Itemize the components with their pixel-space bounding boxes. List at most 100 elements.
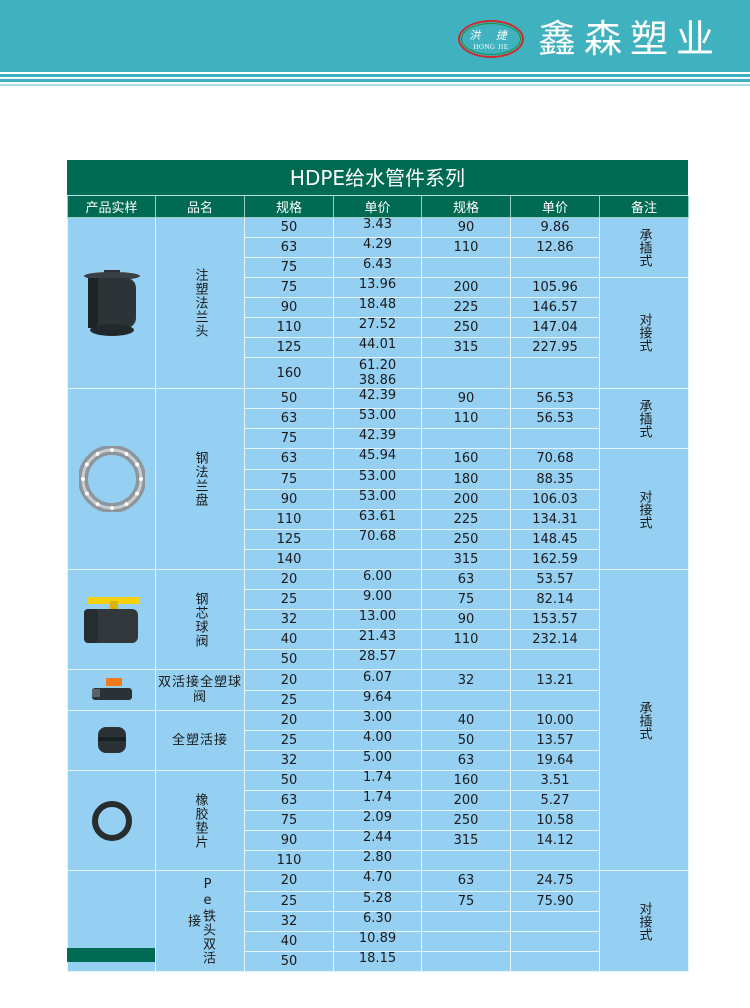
- price-table: HDPE给水管件系列 产品实样 品名 规格 单价 规格 单价 备注 注塑法兰头 50 3.43 9…: [67, 160, 689, 972]
- table-row: 75 42.39: [68, 428, 689, 450]
- size-left: 32: [244, 749, 334, 771]
- size-left: 50: [244, 950, 334, 972]
- size-right: 315: [421, 337, 511, 359]
- price-left: 6.00: [333, 568, 422, 591]
- brand-name: 鑫森塑业: [538, 17, 723, 61]
- table-row: 90 18.48 225 146.57: [68, 296, 689, 318]
- price-right: 10.00: [510, 709, 600, 731]
- product-name: 钢法兰盘: [155, 388, 245, 570]
- table-row: 160 61.20 38.86: [68, 357, 689, 390]
- size-right: 90: [421, 609, 511, 631]
- price-left: 21.43: [333, 629, 422, 651]
- price-right: 14.12: [510, 830, 600, 852]
- size-left: 75: [244, 256, 334, 278]
- price-value: 44.01: [358, 337, 397, 353]
- price-right: 5.27: [510, 790, 600, 812]
- price-right: [510, 950, 600, 972]
- size-right: 110: [421, 236, 511, 258]
- price-value: 6.30: [363, 910, 392, 926]
- price-right: [510, 689, 600, 711]
- size-right: 90: [421, 216, 511, 238]
- table-row: 50 18.15: [68, 950, 689, 972]
- price-right: 82.14: [510, 589, 600, 611]
- table-row: 钢法兰盘 50 42.39 90 56.53 承插式: [67, 388, 689, 570]
- table-row: 125 44.01 315 227.95: [68, 337, 689, 359]
- size-left: 50: [244, 649, 334, 671]
- union-ball-valve-photo: [67, 669, 156, 711]
- size-left: 25: [244, 729, 334, 751]
- table-row: 橡胶垫片 50 1.74 160 3.51: [67, 769, 689, 872]
- size-right: 63: [421, 749, 511, 771]
- price-right: [510, 428, 600, 450]
- table-row: 25 5.28 75 75.90: [68, 890, 689, 912]
- steel-flange-icon: [78, 446, 145, 513]
- size-left: 125: [244, 528, 334, 550]
- size-right: 160: [421, 769, 511, 792]
- table-row: 40 10.89: [68, 930, 689, 952]
- price-value: 9.64: [363, 689, 392, 705]
- table-title: HDPE给水管件系列: [67, 160, 688, 196]
- price-left: 53.00: [333, 468, 422, 490]
- size-left: 110: [244, 850, 334, 872]
- price-left: 4.00: [333, 729, 422, 751]
- table-row: 75 13.96 200 105.96 对接式: [68, 276, 689, 390]
- price-value: 28.57: [358, 649, 397, 665]
- size-left: 20: [244, 669, 334, 691]
- price-right: [510, 930, 600, 952]
- price-left: 27.52: [333, 316, 422, 339]
- price-value: 2.80: [363, 850, 392, 866]
- table-row: 63 45.94 160 70.68 对接式: [68, 448, 689, 570]
- size-right: 75: [421, 589, 511, 611]
- price-left: 70.68: [333, 528, 422, 550]
- price-left: 18.48: [333, 296, 422, 318]
- price-right: 134.31: [510, 508, 600, 530]
- size-right: [421, 910, 511, 932]
- price-left: 1.74: [333, 769, 422, 792]
- price-left: 61.20 38.86: [333, 357, 422, 390]
- size-right: 110: [421, 408, 511, 430]
- price-left: 2.44: [333, 830, 422, 852]
- price-value: 42.39: [358, 428, 397, 444]
- header-banner: [0, 0, 750, 72]
- column-header: 备注: [599, 196, 689, 218]
- size-left: 90: [244, 296, 334, 318]
- size-left: 20: [244, 870, 334, 892]
- price-left: 42.39: [333, 428, 422, 450]
- rubber-gasket-icon: [91, 800, 132, 841]
- price-value: 27.52: [358, 317, 397, 333]
- price-left: 63.61: [333, 508, 422, 530]
- price-right: 227.95: [510, 337, 600, 359]
- price-right: 13.57: [510, 729, 600, 751]
- price-value: 45.94: [358, 448, 397, 464]
- price-left: 18.15: [333, 950, 422, 972]
- flange-adapter-photo: [67, 216, 156, 390]
- price-right: 70.68: [510, 448, 600, 470]
- price-overflow: 38.86: [358, 373, 397, 389]
- size-right: [421, 689, 511, 711]
- price-left: 53.00: [333, 488, 422, 510]
- price-value: 53.00: [358, 408, 397, 424]
- steel-flange-photo: [67, 388, 156, 570]
- column-header: 产品实样: [67, 196, 156, 218]
- table-row: 63 1.74 200 5.27: [68, 790, 689, 812]
- size-right: 250: [421, 528, 511, 550]
- price-left: 28.57: [333, 649, 422, 671]
- price-value: 1.74: [363, 790, 392, 806]
- size-left: 32: [244, 910, 334, 932]
- table-row: 全塑活接 20 3.00 40 10.00: [67, 709, 689, 771]
- rubber-gasket-photo: [67, 769, 156, 872]
- price-right: 162.59: [510, 548, 600, 571]
- price-right: [510, 649, 600, 671]
- table-row: 125 70.68 250 148.45: [68, 528, 689, 550]
- price-right: 19.64: [510, 749, 600, 771]
- column-header: 规格: [421, 196, 511, 218]
- product-name: 双活接全塑球阀: [155, 669, 245, 711]
- logo-english: HONG JIE: [473, 43, 509, 51]
- size-right: [421, 930, 511, 952]
- size-left: 75: [244, 810, 334, 832]
- price-value: 4.70: [363, 870, 392, 886]
- size-right: 32: [421, 669, 511, 691]
- remark-cell: 承插式: [599, 568, 689, 872]
- price-value: 63.61: [358, 508, 397, 524]
- price-left: 6.07: [333, 669, 422, 691]
